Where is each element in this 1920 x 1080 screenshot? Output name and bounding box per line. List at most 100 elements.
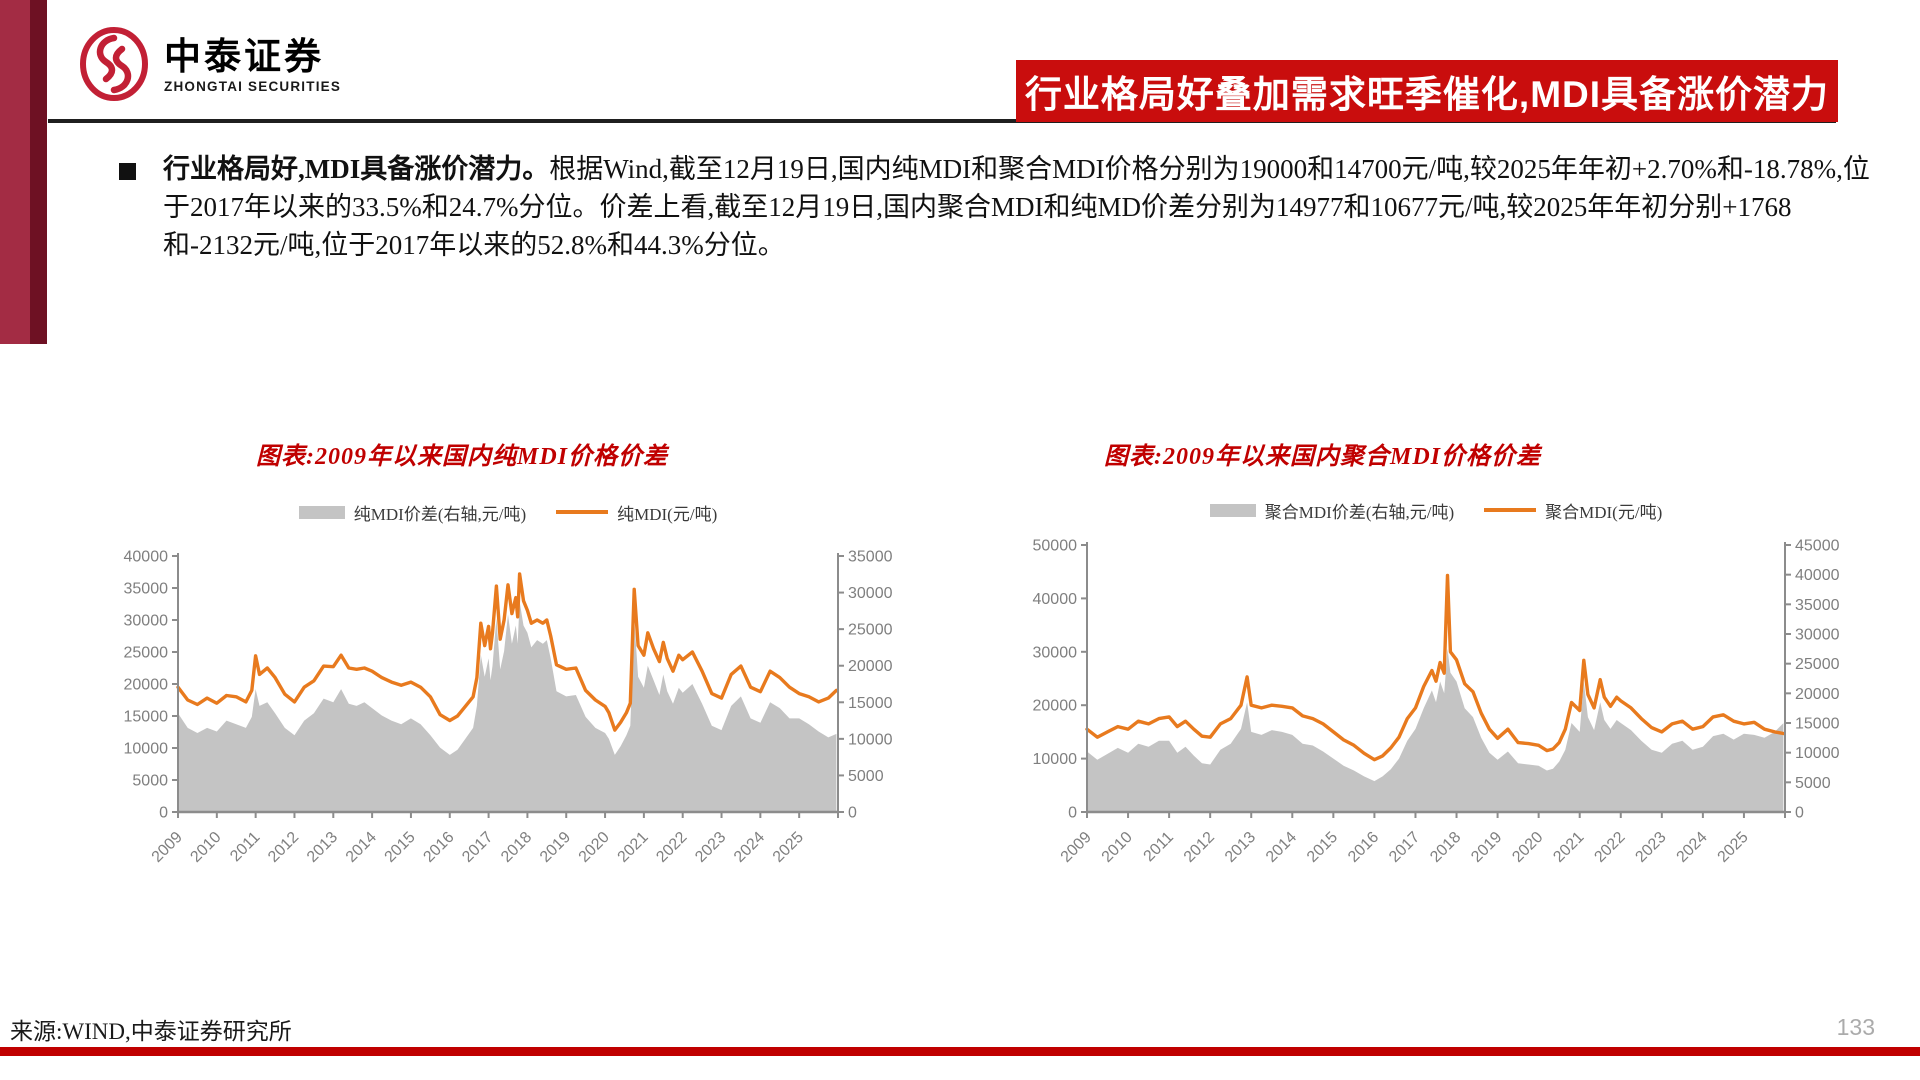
svg-text:2011: 2011 [227,829,263,865]
svg-text:2014: 2014 [1263,829,1300,866]
svg-text:40000: 40000 [1795,567,1840,584]
area-swatch-icon [1209,503,1256,517]
svg-text:10000: 10000 [1795,745,1840,762]
svg-text:5000: 5000 [132,773,168,790]
logo-text: 中泰证券 ZHONGTAI SECURITIES [164,35,341,94]
svg-text:10000: 10000 [848,731,893,748]
svg-text:2009: 2009 [1058,829,1095,866]
svg-text:20000: 20000 [1795,686,1840,703]
svg-text:2009: 2009 [149,829,186,866]
legend-item-line: 聚合MDI(元/吨) [1484,498,1662,523]
slide-title-banner: 行业格局好叠加需求旺季催化,MDI具备涨价潜力 [1016,60,1838,122]
page-number: 133 [1836,1014,1875,1040]
legend-item-area: 纯MDI价差(右轴,元/吨) [298,500,527,525]
line-swatch-icon [556,510,609,514]
svg-text:30000: 30000 [848,585,893,602]
svg-text:2020: 2020 [1509,829,1546,866]
svg-text:2019: 2019 [1468,829,1505,866]
legend-label: 聚合MDI价差(右轴,元/吨) [1264,502,1455,522]
svg-text:2018: 2018 [1427,829,1464,866]
left-chart-legend: 纯MDI价差(右轴,元/吨) 纯MDI(元/吨) [178,500,838,525]
svg-text:25000: 25000 [848,622,893,639]
svg-text:45000: 45000 [1795,538,1840,555]
svg-text:20000: 20000 [1033,698,1078,715]
svg-text:20000: 20000 [124,677,169,694]
area-swatch-icon [298,505,345,519]
svg-text:2021: 2021 [1550,829,1587,866]
svg-text:30000: 30000 [124,613,169,630]
header-rule [48,119,1836,123]
svg-text:2025: 2025 [1715,829,1752,866]
svg-text:35000: 35000 [848,549,893,566]
svg-text:2013: 2013 [304,829,341,866]
zhongtai-logo: 中泰证券 ZHONGTAI SECURITIES [78,26,341,102]
body-paragraph: 行业格局好,MDI具备涨价潜力。根据Wind,截至12月19日,国内纯MDI和聚… [163,150,1878,264]
bullet-square-icon [119,163,136,180]
left-accent-bar [0,0,30,344]
svg-text:2022: 2022 [653,829,690,866]
svg-text:2012: 2012 [1181,829,1218,866]
svg-text:40000: 40000 [124,549,169,566]
logo-cn: 中泰证券 [164,35,324,77]
left-chart-plot: 0 5000 10000 15000 20000 25000 30000 35000 40000… [124,549,893,866]
svg-text:15000: 15000 [124,709,169,726]
svg-text:5000: 5000 [1795,775,1831,792]
legend-label: 纯MDI(元/吨) [617,504,718,524]
right-chart-plot: 0 10000 20000 30000 40000 50000 0 5000 10000 1500… [1033,538,1840,866]
svg-text:2018: 2018 [498,829,535,866]
svg-text:2013: 2013 [1222,829,1259,866]
svg-text:40000: 40000 [1033,591,1078,608]
left-chart-title: 图表:2009年以来国内纯MDI价格价差 [256,444,669,470]
paragraph-body: 根据Wind,截至12月19日,国内纯MDI和聚合MDI价格分别为19000和1… [163,154,1870,260]
svg-text:50000: 50000 [1033,538,1078,555]
svg-text:25000: 25000 [1795,656,1840,673]
legend-label: 聚合MDI(元/吨) [1545,502,1663,522]
svg-text:2024: 2024 [731,829,768,866]
svg-text:2025: 2025 [770,829,807,866]
svg-text:2017: 2017 [459,829,496,866]
legend-label: 纯MDI价差(右轴,元/吨) [353,504,527,524]
svg-text:35000: 35000 [1795,597,1840,614]
line-swatch-icon [1484,508,1537,512]
svg-text:2015: 2015 [382,829,419,866]
svg-text:2016: 2016 [420,829,457,866]
svg-text:2023: 2023 [692,829,729,866]
svg-text:2010: 2010 [1099,829,1136,866]
logo-en: ZHONGTAI SECURITIES [164,78,342,94]
legend-item-area: 聚合MDI价差(右轴,元/吨) [1209,498,1455,523]
zhongtai-logo-icon [80,27,148,101]
svg-text:0: 0 [1795,805,1804,822]
source-note: 来源:WIND,中泰证券研究所 [10,1019,292,1044]
right-chart-legend: 聚合MDI价差(右轴,元/吨) 聚合MDI(元/吨) [1087,498,1785,523]
right-chart-title: 图表:2009年以来国内聚合MDI价格价差 [1104,444,1542,470]
paragraph-lead: 行业格局好,MDI具备涨价潜力。 [163,154,550,184]
svg-text:2017: 2017 [1386,829,1423,866]
svg-text:2021: 2021 [615,829,652,866]
svg-text:0: 0 [1068,805,1077,822]
svg-text:2010: 2010 [187,829,224,866]
svg-text:5000: 5000 [848,768,884,785]
svg-text:2022: 2022 [1591,829,1628,866]
svg-text:25000: 25000 [124,645,169,662]
svg-text:30000: 30000 [1033,644,1078,661]
svg-text:10000: 10000 [124,741,169,758]
svg-text:10000: 10000 [1033,751,1078,768]
svg-text:2019: 2019 [537,829,574,866]
svg-text:35000: 35000 [124,581,169,598]
svg-text:2024: 2024 [1674,829,1711,866]
svg-text:15000: 15000 [1795,716,1840,733]
svg-text:0: 0 [159,805,168,822]
svg-text:20000: 20000 [848,658,893,675]
svg-text:30000: 30000 [1795,627,1840,644]
svg-text:2011: 2011 [1141,829,1177,865]
slide-title: 行业格局好叠加需求旺季催化,MDI具备涨价潜力 [1024,74,1830,115]
footer-accent-bar [0,1047,1920,1056]
svg-text:15000: 15000 [848,695,893,712]
svg-text:2012: 2012 [265,829,302,866]
svg-text:2014: 2014 [343,829,380,866]
svg-text:2015: 2015 [1304,829,1341,866]
svg-text:0: 0 [848,805,857,822]
legend-item-line: 纯MDI(元/吨) [556,500,717,525]
left-accent-bar-dark [30,0,47,344]
